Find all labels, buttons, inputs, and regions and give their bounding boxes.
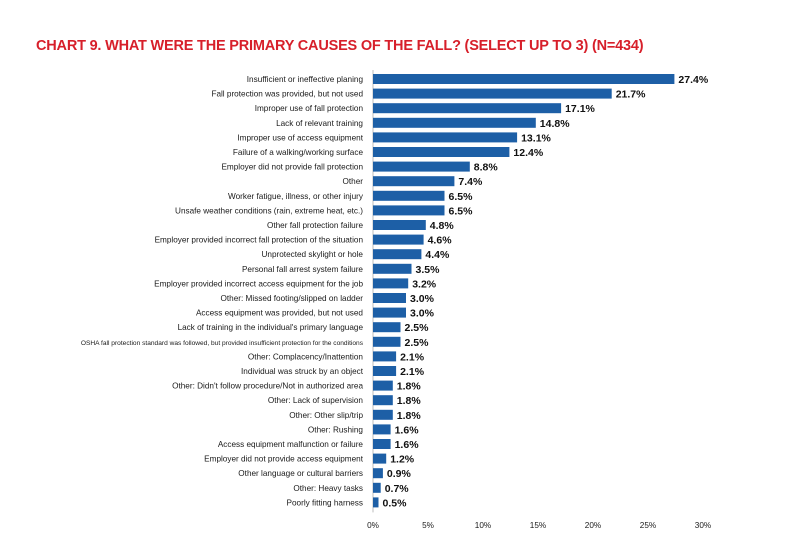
bar (373, 205, 445, 216)
category-label: Other: Heavy tasks (293, 484, 363, 493)
bar (373, 88, 612, 99)
category-label: Failure of a walking/working surface (233, 148, 364, 157)
bar (373, 103, 562, 114)
value-label: 7.4% (458, 176, 483, 188)
value-label: 1.8% (397, 381, 422, 393)
value-label: 6.5% (449, 191, 474, 203)
value-label: 17.1% (565, 103, 595, 115)
category-label: Lack of relevant training (276, 119, 363, 128)
bar (373, 132, 518, 143)
value-label: 3.0% (410, 293, 435, 305)
category-label: Improper use of access equipment (237, 133, 363, 142)
bar (373, 336, 401, 347)
value-label: 2.5% (405, 337, 430, 349)
bar (373, 424, 391, 435)
value-label: 8.8% (474, 162, 499, 174)
value-label: 2.1% (400, 366, 425, 378)
bar (373, 278, 409, 289)
bar (373, 249, 422, 260)
category-label: Access equipment malfunction or failure (218, 440, 364, 449)
category-label: Employer provided incorrect fall protect… (155, 236, 364, 245)
category-label: Access equipment was provided, but not u… (196, 309, 363, 318)
bar (373, 176, 455, 187)
category-label: Fall protection was provided, but not us… (211, 90, 363, 99)
bar (373, 439, 391, 449)
value-label: 1.8% (397, 395, 422, 407)
value-label: 0.7% (385, 483, 410, 495)
value-label: 12.4% (513, 147, 543, 159)
x-tick-label: 25% (640, 521, 656, 530)
bar (373, 380, 393, 391)
bar (373, 147, 510, 157)
category-label: Employer did not provide access equipmen… (204, 455, 364, 464)
bar (373, 409, 393, 420)
x-tick-label: 30% (695, 521, 711, 530)
bar (373, 161, 470, 172)
category-label: Other: Lack of supervision (268, 396, 364, 405)
bar (373, 220, 426, 230)
value-label: 3.2% (412, 278, 437, 290)
bar (373, 117, 536, 128)
value-label: 0.9% (387, 468, 412, 480)
value-label: 4.8% (430, 220, 455, 232)
value-label: 1.2% (390, 454, 415, 466)
category-label: Insufficient or ineffective planing (247, 75, 364, 84)
x-tick-label: 10% (475, 521, 491, 530)
value-label: 21.7% (616, 89, 646, 101)
value-label: 2.5% (405, 322, 430, 334)
category-label: Unsafe weather conditions (rain, extreme… (175, 206, 363, 215)
bar (373, 453, 387, 464)
category-label: Employer provided incorrect access equip… (154, 279, 363, 288)
category-label: Other: Didn't follow procedure/Not in au… (172, 382, 363, 391)
x-tick-label: 5% (422, 521, 434, 530)
category-label: Other (343, 177, 364, 186)
category-label: Lack of training in the individual's pri… (178, 323, 364, 332)
value-label: 1.6% (395, 439, 420, 451)
bar (373, 366, 397, 376)
category-label: Other: Rushing (308, 425, 364, 434)
bar (373, 234, 424, 245)
value-label: 4.4% (425, 249, 450, 261)
x-tick-label: 0% (367, 521, 379, 530)
category-label: Other language or cultural barriers (238, 469, 363, 478)
bar (373, 74, 675, 84)
bar (373, 395, 393, 406)
category-label: Personal fall arrest system failure (242, 265, 363, 274)
value-label: 13.1% (521, 132, 551, 144)
category-label: Unprotected skylight or hole (262, 250, 364, 259)
category-label: Other fall protection failure (267, 221, 363, 230)
value-label: 3.5% (416, 264, 441, 276)
bar (373, 351, 397, 362)
x-tick-label: 20% (585, 521, 601, 530)
bar (373, 468, 383, 479)
bar (373, 263, 412, 274)
category-label: Individual was struck by an object (241, 367, 364, 376)
category-label: Poorly fitting harness (287, 498, 363, 507)
value-label: 2.1% (400, 351, 425, 363)
bar (373, 322, 401, 333)
bar (373, 482, 381, 493)
value-label: 6.5% (449, 205, 474, 217)
category-label: Worker fatigue, illness, or other injury (228, 192, 364, 201)
bar (373, 190, 445, 201)
category-label: Other: Missed footing/slipped on ladder (221, 294, 364, 303)
value-label: 1.6% (395, 424, 420, 436)
value-label: 3.0% (410, 308, 435, 320)
x-tick-label: 15% (530, 521, 546, 530)
category-label: Other: Other slip/trip (289, 411, 363, 420)
bar (373, 293, 406, 303)
value-label: 4.6% (428, 235, 453, 247)
value-label: 1.8% (397, 410, 422, 422)
category-label: Other: Complacency/Inattention (248, 352, 364, 361)
category-label: Employer did not provide fall protection (221, 163, 363, 172)
category-label: Improper use of fall protection (255, 104, 364, 113)
bar (373, 307, 406, 318)
chart-title: CHART 9. WHAT WERE THE PRIMARY CAUSES OF… (36, 38, 644, 54)
bar (373, 497, 379, 508)
value-label: 27.4% (678, 74, 708, 86)
value-label: 14.8% (540, 118, 570, 130)
value-label: 0.5% (383, 497, 408, 509)
category-label: OSHA fall protection standard was follow… (81, 340, 364, 347)
